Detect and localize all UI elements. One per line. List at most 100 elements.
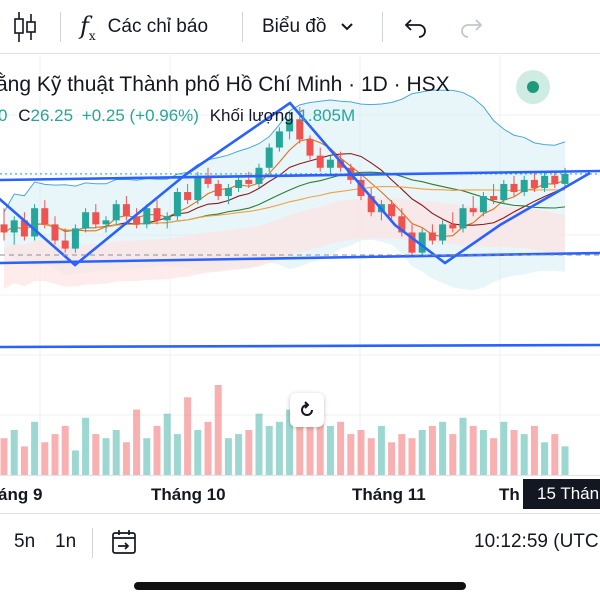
bottom-bar: 5n 1n 10:12:59 (UTC: [0, 513, 600, 573]
volume-bar: [326, 425, 334, 475]
reset-chart-button[interactable]: [290, 393, 324, 427]
volume-bar: [265, 425, 273, 475]
volume-bar: [367, 438, 375, 475]
volume-bar: [520, 434, 528, 475]
candle-body: [245, 179, 253, 184]
candle-body: [449, 224, 457, 229]
indicators-button[interactable]: fx Các chỉ báo: [80, 0, 208, 54]
indicators-label: Các chỉ báo: [107, 16, 209, 37]
volume-bar: [296, 405, 304, 475]
volume-bar: [500, 421, 508, 475]
volume-bar: [357, 430, 365, 475]
market-status-icon[interactable]: [516, 70, 550, 104]
symbol-title: ằng Kỹ thuật Thành phố Hồ Chí Minh · 1D …: [0, 73, 450, 96]
time-tick: áng 9: [0, 485, 43, 504]
candle-body: [428, 232, 436, 241]
volume-bar: [337, 421, 345, 475]
candle-body: [500, 183, 508, 201]
candle-body: [367, 196, 375, 213]
function-icon: fx: [80, 11, 96, 43]
volume-bar: [112, 430, 120, 475]
clock-timezone[interactable]: 10:12:59 (UTC: [474, 531, 599, 552]
volume-bar: [143, 438, 151, 475]
candle-body: [408, 232, 416, 253]
undo-icon: [404, 19, 426, 38]
redo-icon: [461, 19, 483, 38]
volume-bar: [153, 425, 161, 475]
volume-bar: [377, 425, 385, 475]
volume-bar: [347, 434, 355, 475]
range-5d-button[interactable]: 5n: [14, 531, 36, 552]
calendar-arrow-icon: [112, 530, 136, 554]
toolbar-separator: [382, 12, 383, 42]
candle-body: [82, 212, 90, 229]
chart-type-button[interactable]: Biểu đồ: [262, 0, 354, 54]
close-label: C: [18, 106, 31, 125]
candle-body: [490, 196, 498, 201]
volume-bar: [235, 434, 243, 475]
moving-average-5: [3, 138, 566, 238]
chart-pane[interactable]: [0, 55, 600, 475]
volume-bars: [0, 385, 569, 475]
volume-bar: [418, 430, 426, 475]
volume-bar: [286, 409, 294, 475]
redo-button[interactable]: [458, 0, 484, 54]
refresh-icon: [301, 401, 313, 416]
trendline-drawings: [0, 101, 600, 349]
candle-body: [541, 175, 549, 188]
volume-bar: [0, 438, 8, 475]
bollinger-upper-line: [3, 89, 566, 213]
volume-bar: [214, 385, 222, 475]
toolbar-separator: [242, 12, 243, 42]
candle-body: [235, 179, 243, 188]
candle-body: [469, 208, 477, 213]
candle-body: [92, 212, 100, 225]
volume-bar: [82, 417, 90, 475]
candle-body: [173, 192, 181, 217]
candle-body: [133, 216, 141, 225]
volume-bar: [173, 434, 181, 475]
volume-bar: [275, 421, 283, 475]
lower-channel-line: [0, 343, 600, 349]
volume-bar: [449, 434, 457, 475]
volume-bar: [551, 434, 559, 475]
range-1d-button[interactable]: 1n: [55, 531, 77, 552]
undo-button[interactable]: [403, 0, 429, 54]
candle-body: [71, 228, 79, 249]
go-to-date-button[interactable]: [110, 528, 138, 562]
candle-body: [561, 173, 569, 184]
volume-bar: [490, 438, 498, 475]
volume-bar: [408, 438, 416, 475]
candle-body: [275, 131, 283, 148]
candle-body: [388, 204, 396, 217]
candle-body: [459, 208, 467, 229]
time-axis[interactable]: áng 9 Tháng 10 Tháng 11 Th: [0, 475, 600, 513]
crosshair-date-label: 15 Thán: [523, 479, 600, 509]
volume-bar: [388, 442, 396, 475]
volume-bar: [479, 430, 487, 475]
candle-body: [296, 119, 304, 140]
volume-bar: [469, 425, 477, 475]
candle-body: [163, 216, 171, 221]
volume-bar: [204, 421, 212, 475]
volume-bar: [163, 413, 171, 475]
candle-body: [551, 175, 559, 184]
volume-bar: [561, 446, 569, 475]
candlestick-chart[interactable]: [0, 55, 600, 475]
candles-icon[interactable]: [12, 0, 38, 54]
ohlc-legend: 0 C26.25 +0.25 (+0.96%) Khối lượng 1.805…: [0, 106, 355, 126]
zigzag-pattern: [0, 101, 591, 267]
candle-body: [265, 147, 273, 168]
candle-body: [204, 175, 212, 184]
volume-bar: [133, 409, 141, 475]
time-tick: Th: [499, 485, 520, 504]
candle-body: [20, 220, 28, 237]
candle-body: [418, 232, 426, 253]
candle-body: [357, 179, 365, 197]
candle-body: [510, 183, 518, 193]
candle-body: [439, 224, 447, 241]
candle-body: [520, 179, 528, 193]
volume-bar: [20, 446, 28, 475]
volume-bar: [398, 434, 406, 475]
change-value: +0.25 (+0.96%): [81, 106, 199, 125]
